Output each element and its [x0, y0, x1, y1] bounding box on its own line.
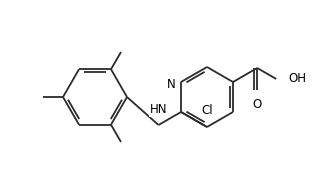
Text: O: O — [253, 98, 262, 111]
Text: Cl: Cl — [201, 104, 213, 117]
Text: N: N — [167, 78, 176, 90]
Text: HN: HN — [150, 103, 167, 116]
Text: OH: OH — [288, 73, 306, 85]
